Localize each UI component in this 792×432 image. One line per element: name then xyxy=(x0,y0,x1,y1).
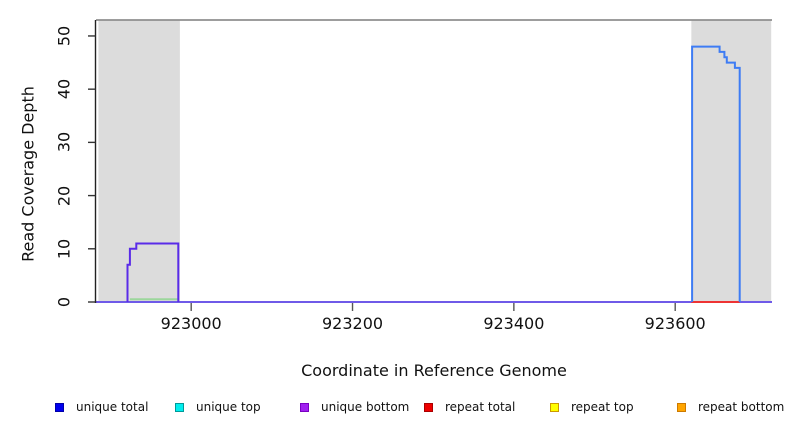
left-gray-band xyxy=(98,20,180,302)
legend-label: repeat top xyxy=(571,400,634,414)
x-tick-label: 923000 xyxy=(160,314,222,333)
legend-label: unique total xyxy=(76,400,149,414)
legend-item-repeat-total: repeat total xyxy=(424,399,515,415)
y-tick-label: 10 xyxy=(54,238,74,259)
legend-swatch-icon xyxy=(424,402,433,412)
x-tick-label: 923200 xyxy=(321,314,384,333)
legend-item-repeat-top: repeat top xyxy=(550,399,634,415)
legend-item-unique-total: unique total xyxy=(55,399,148,415)
y-tick-label: 0 xyxy=(54,296,74,308)
y-tick-label: 40 xyxy=(54,78,74,100)
legend-item-unique-top: unique top xyxy=(175,399,261,415)
right-gray-band xyxy=(691,20,772,302)
series-unique-bottom-left-peak xyxy=(126,242,180,302)
y-tick-label: 50 xyxy=(54,25,74,47)
series-unique-total-right-peak xyxy=(691,45,741,302)
legend-label: unique top xyxy=(196,400,261,414)
x-tick-label: 923600 xyxy=(644,314,706,333)
legend-swatch-icon xyxy=(550,402,559,412)
y-tick-label: 30 xyxy=(54,132,74,153)
legend-label: repeat total xyxy=(445,400,516,414)
legend-label: unique bottom xyxy=(321,400,410,414)
legend-item-repeat-bottom: repeat bottom xyxy=(677,399,784,415)
y-axis-title: Read Coverage Depth xyxy=(18,86,38,262)
y-tick-label: 20 xyxy=(54,185,74,206)
legend-swatch-icon xyxy=(175,402,184,412)
x-tick-label: 923400 xyxy=(483,314,545,333)
legend-swatch-icon xyxy=(677,402,686,412)
x-axis-title: Coordinate in Reference Genome xyxy=(301,361,567,380)
legend-label: repeat bottom xyxy=(698,400,785,414)
legend-swatch-icon xyxy=(55,402,64,412)
legend-swatch-icon xyxy=(300,402,309,412)
legend-item-unique-bottom: unique bottom xyxy=(300,399,409,415)
